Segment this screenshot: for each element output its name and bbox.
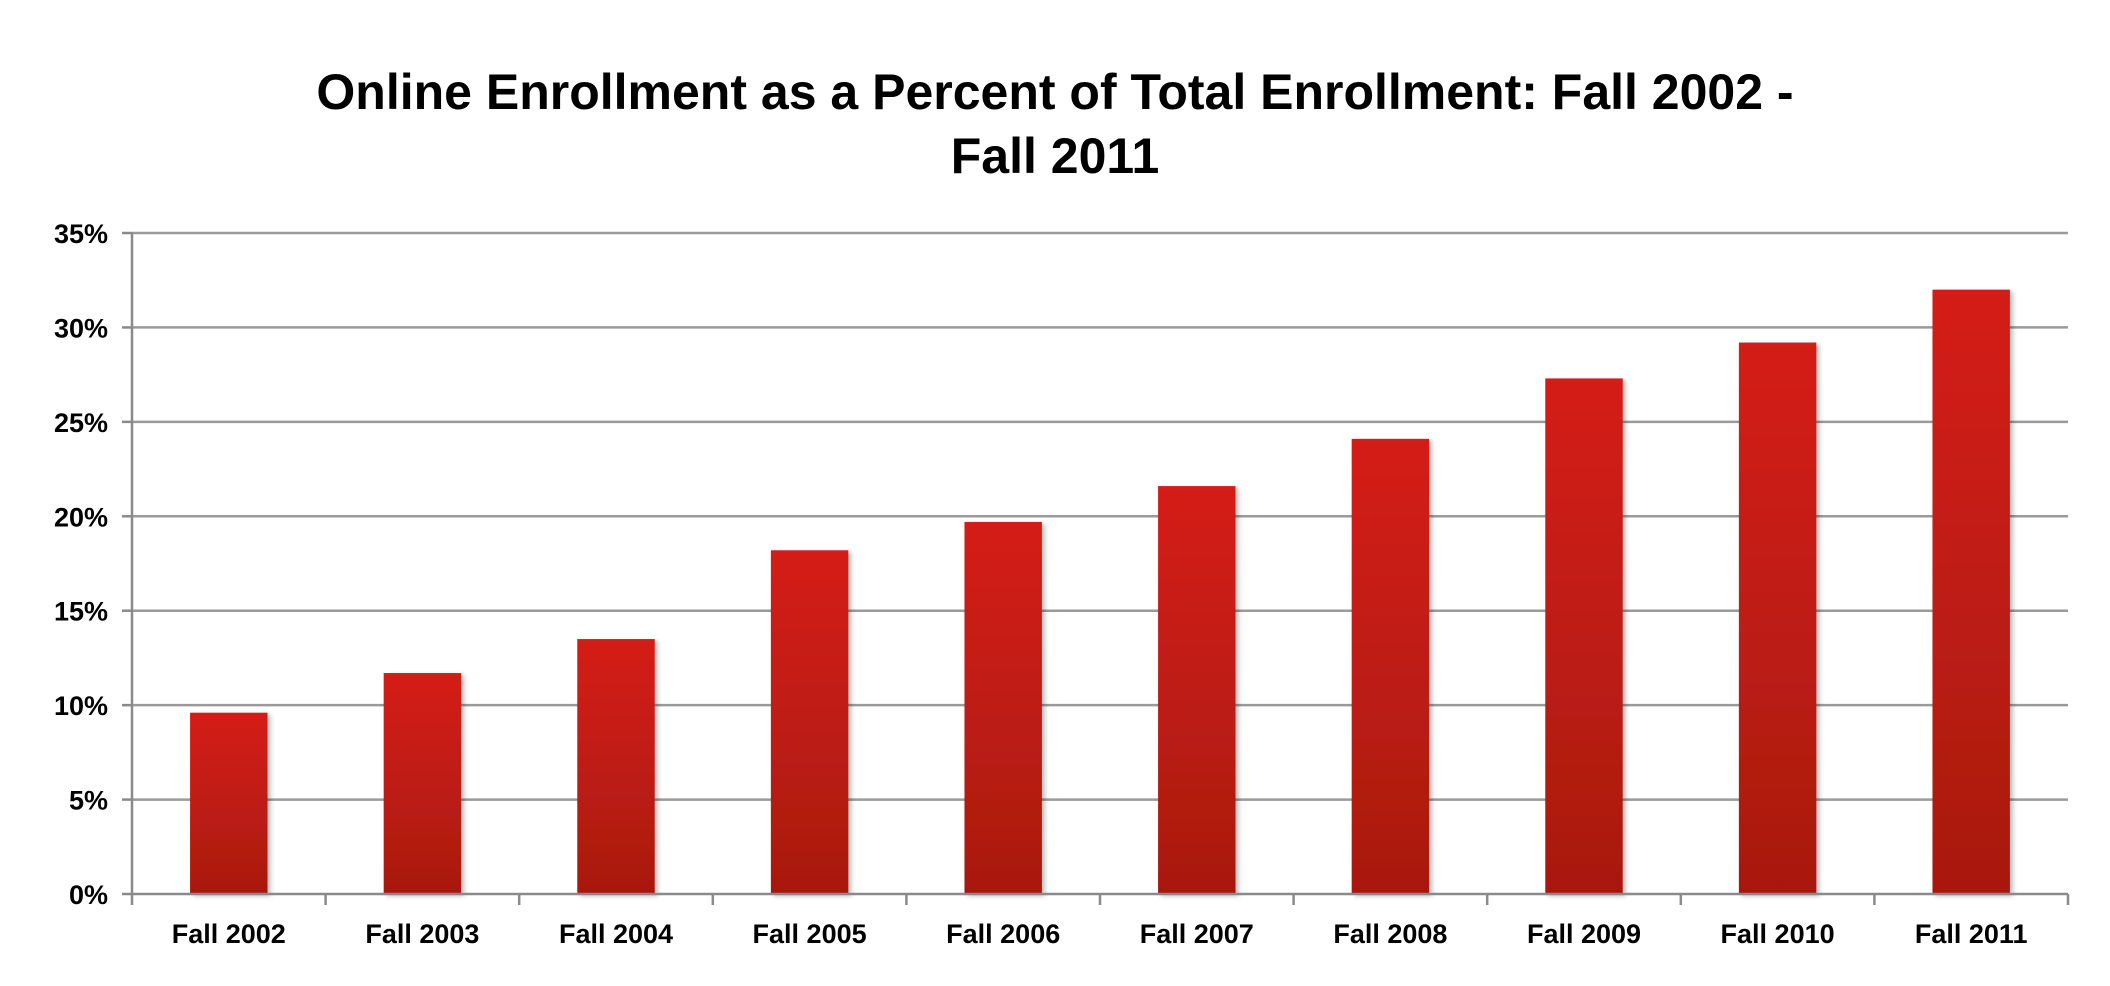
x-tick-label-fall-2009: Fall 2009 <box>1527 919 1641 949</box>
x-tick-label-fall-2011: Fall 2011 <box>1915 919 2028 949</box>
x-tick-label-fall-2002: Fall 2002 <box>172 919 286 949</box>
chart-title-line-2: Fall 2011 <box>950 128 1160 184</box>
x-tick-label-fall-2003: Fall 2003 <box>365 919 479 949</box>
x-tick-label-fall-2008: Fall 2008 <box>1333 919 1447 949</box>
bars <box>190 289 2010 895</box>
x-tick-label-fall-2005: Fall 2005 <box>753 919 867 949</box>
bar-fall-2008 <box>1351 438 1430 894</box>
x-tick-label-fall-2004: Fall 2004 <box>559 919 673 949</box>
bar-fall-2007 <box>1158 486 1236 894</box>
x-tick-label-fall-2010: Fall 2010 <box>1721 919 1835 949</box>
y-tick-label-6: 30% <box>54 313 108 343</box>
chart-title-line-1: Online Enrollment as a Percent of Total … <box>316 64 1794 120</box>
y-tick-label-0: 0% <box>69 880 108 910</box>
y-tick-label-3: 15% <box>54 597 108 627</box>
y-tick-label-1: 5% <box>69 786 108 816</box>
bar-fall-2006 <box>964 521 1042 894</box>
bar-fall-2002 <box>190 712 268 894</box>
bar-fall-2009 <box>1545 378 1623 894</box>
x-tick-label-fall-2007: Fall 2007 <box>1140 919 1254 949</box>
bar-fall-2003 <box>383 673 462 894</box>
x-tick-label-fall-2006: Fall 2006 <box>946 919 1060 949</box>
bar-fall-2004 <box>577 639 655 894</box>
bar-fall-2011 <box>1932 289 2010 895</box>
y-tick-label-5: 25% <box>54 408 108 438</box>
y-tick-label-4: 20% <box>54 502 108 532</box>
x-axis-tick-labels: Fall 2002 Fall 2003 Fall 2004 Fall 2005 Fall… <box>172 919 2028 949</box>
y-axis-tick-labels: 0% 5% 10% 15% 20% 25% 30% 35% <box>54 219 108 910</box>
bar-fall-2010 <box>1738 342 1817 895</box>
y-tick-label-7: 35% <box>54 219 108 249</box>
axes <box>122 231 2070 905</box>
chart-title: Online Enrollment as a Percent of Total … <box>0 60 2110 188</box>
y-tick-label-2: 10% <box>54 691 108 721</box>
bar-fall-2005 <box>770 550 849 894</box>
